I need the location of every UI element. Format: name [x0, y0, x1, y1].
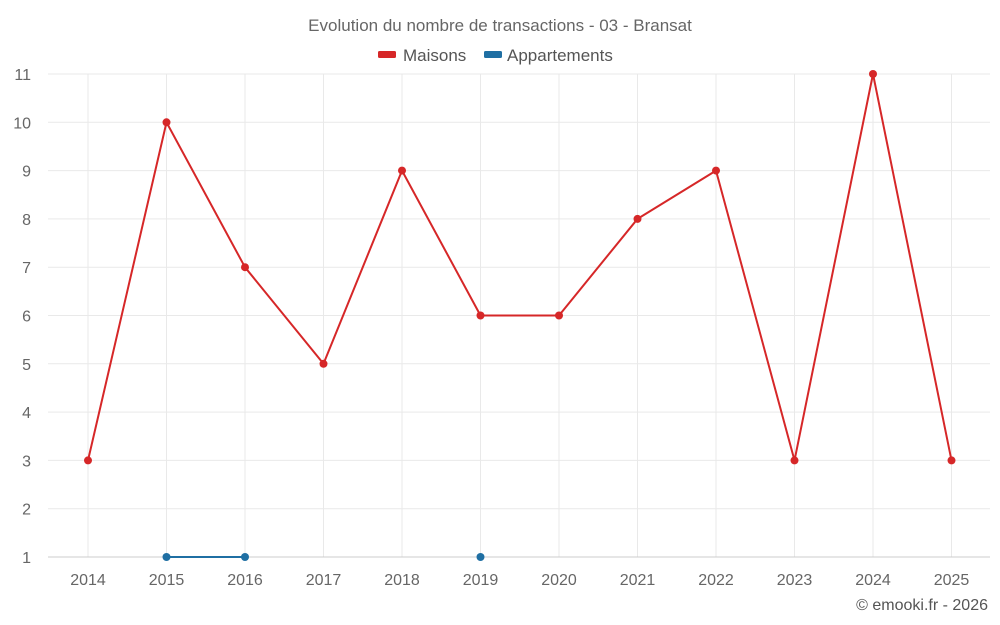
grid	[48, 73, 990, 557]
y-tick-label: 2	[22, 502, 31, 519]
data-point[interactable]	[84, 456, 92, 465]
axes: 1 2 3 4 5 6 7 8 9 10 11 2014 2015 2016 2017 2018 2019 202…	[13, 67, 990, 589]
data-point[interactable]	[162, 553, 171, 561]
x-tick-label: 2016	[227, 572, 263, 589]
y-tick-label: 5	[22, 357, 31, 374]
chart-title: Evolution du nombre de transactions - 03…	[308, 16, 692, 35]
series-appartements	[162, 553, 485, 561]
y-tick-label: 8	[22, 212, 31, 229]
legend-item-appartements[interactable]: Appartements	[484, 46, 613, 65]
data-point[interactable]	[476, 553, 485, 561]
x-tick-label: 2019	[463, 572, 499, 589]
y-tick-label: 4	[22, 405, 31, 422]
legend: Maisons Appartements	[378, 46, 613, 65]
x-tick-label: 2024	[855, 572, 891, 589]
y-tick-label: 10	[13, 115, 31, 132]
x-tick-label: 2018	[384, 572, 420, 589]
legend-swatch	[378, 51, 396, 58]
x-tick-label: 2020	[541, 572, 577, 589]
x-tick-label: 2014	[70, 572, 106, 589]
data-point[interactable]	[476, 311, 485, 320]
data-point[interactable]	[162, 118, 171, 127]
data-point[interactable]	[555, 311, 563, 320]
y-tick-label: 11	[14, 67, 31, 84]
data-point[interactable]	[869, 70, 877, 78]
y-tick-label: 6	[22, 309, 31, 326]
series-line	[87, 73, 953, 462]
data-point[interactable]	[398, 166, 406, 175]
legend-item-maisons[interactable]: Maisons	[378, 46, 466, 65]
x-tick-label: 2022	[698, 572, 734, 589]
y-tick-label: 9	[22, 164, 31, 181]
x-tick-label: 2023	[777, 572, 813, 589]
x-tick-label: 2021	[620, 572, 656, 589]
data-point[interactable]	[633, 214, 642, 223]
x-tick-label: 2017	[306, 572, 342, 589]
data-point[interactable]	[319, 359, 328, 368]
series-layer	[84, 70, 956, 561]
x-tick-label: 2015	[149, 572, 185, 589]
legend-label: Appartements	[507, 46, 613, 65]
data-point[interactable]	[712, 166, 720, 175]
series-maisons	[84, 70, 956, 465]
data-point[interactable]	[241, 553, 249, 561]
legend-swatch	[484, 51, 502, 58]
y-tick-label: 7	[22, 260, 31, 277]
y-tick-label: 1	[22, 550, 31, 567]
y-tick-label: 3	[22, 453, 31, 470]
data-point[interactable]	[947, 456, 956, 465]
data-point[interactable]	[790, 456, 799, 465]
data-point[interactable]	[241, 263, 249, 272]
x-tick-label: 2025	[934, 572, 970, 589]
credit-text: © emooki.fr - 2026	[856, 597, 988, 614]
legend-label: Maisons	[403, 46, 466, 65]
